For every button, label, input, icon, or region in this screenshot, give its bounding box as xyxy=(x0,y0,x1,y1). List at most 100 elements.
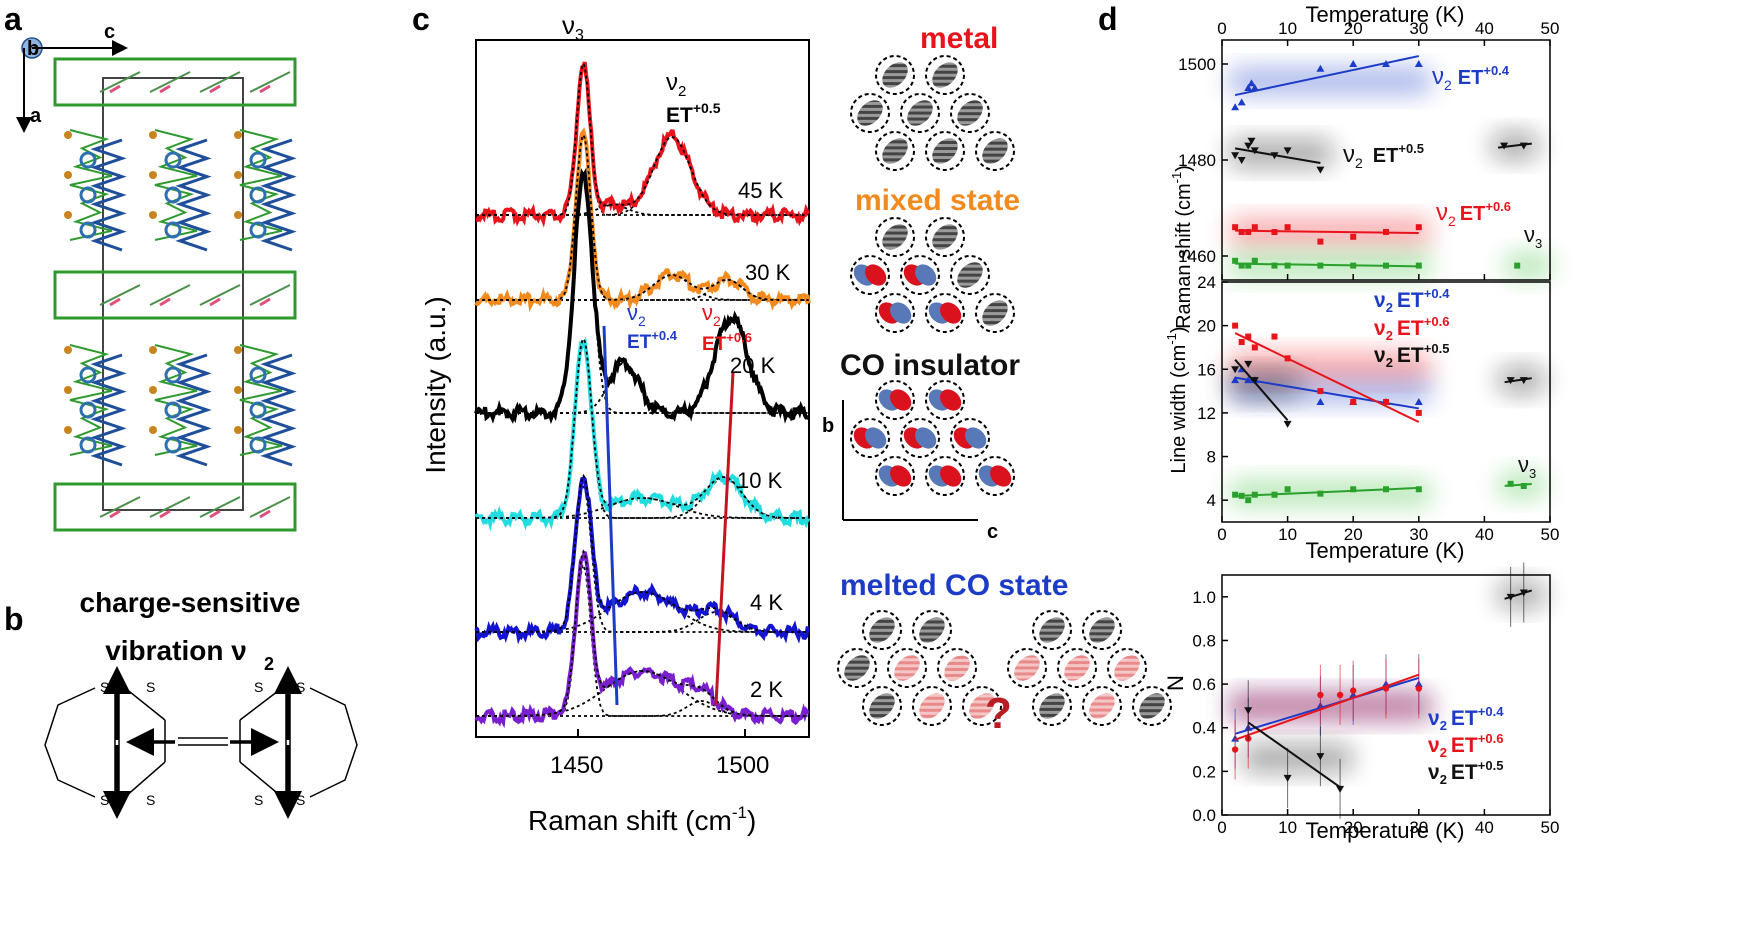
panel-b: b charge-sensitive vibration ν 2 S S S S… xyxy=(4,587,358,819)
raman-glow-far xyxy=(1503,251,1554,280)
anion-layer-box-top xyxy=(53,57,297,107)
raman-point xyxy=(1251,224,1258,231)
spectra-xlabel: Raman shift (cm-1) xyxy=(528,803,756,836)
n-ytick-label: 0.2 xyxy=(1192,762,1216,781)
terminal-atom xyxy=(64,386,72,394)
width-fit-line xyxy=(1235,486,1419,498)
raman-label-nu3: ν3 xyxy=(1524,222,1542,251)
sulfur-labels: S S S S S S S S xyxy=(100,679,305,808)
panel-c: c ν3 ν2 ET+0.5 ν2 ET+0.4 ν2 ET+0.6 45 K … xyxy=(412,1,811,836)
anion-chain xyxy=(249,284,291,306)
width-ytick-label: 20 xyxy=(1197,317,1216,336)
anion-atom xyxy=(259,509,271,519)
n-fit-line xyxy=(1234,673,1420,741)
n-frame xyxy=(1221,574,1551,816)
anion-chain xyxy=(199,71,241,93)
raman-fit-line xyxy=(1234,147,1321,165)
raman-point xyxy=(1283,147,1292,155)
melted-lattice-right-core xyxy=(1014,655,1040,681)
co-insulator-lattice-ring xyxy=(850,418,890,458)
terminal-atom xyxy=(234,171,242,179)
mixed-lattice-ring xyxy=(925,217,965,257)
melted-lattice-left-ring xyxy=(937,648,977,688)
raman-fit-line xyxy=(1235,229,1419,234)
anion-atom xyxy=(159,509,171,519)
anion-atom xyxy=(259,84,271,94)
co-insulator-lattice-lobe xyxy=(865,427,887,449)
co-insulator-lattice-ring xyxy=(950,418,990,458)
co-insulator-lattice-ring xyxy=(900,418,940,458)
n-point xyxy=(1231,746,1239,753)
raman-point xyxy=(1415,224,1422,231)
anion-atom xyxy=(209,297,221,307)
mixed-lattice-core xyxy=(932,224,958,250)
raman-point xyxy=(1316,64,1325,72)
anion-atom xyxy=(159,297,171,307)
raman-point xyxy=(1317,238,1324,245)
width-ytick-label: 24 xyxy=(1197,273,1216,292)
temperature-labels: 45 K 30 K 20 K 10 K 4 K 2 K xyxy=(730,178,791,702)
n-xtick-label: 0 xyxy=(1217,818,1226,837)
raman-point xyxy=(1250,84,1259,91)
width-point xyxy=(1231,366,1240,374)
width-point xyxy=(1284,486,1291,493)
nu2-et05-et: ET+0.5 xyxy=(666,100,721,127)
raman-point xyxy=(1247,79,1256,87)
n-point xyxy=(1336,691,1344,699)
anion-atom xyxy=(109,84,121,94)
fit-total-45k xyxy=(476,61,809,216)
nu2-et05-label: ν2 xyxy=(666,69,686,100)
width-point xyxy=(1520,483,1527,489)
terminal-atom xyxy=(64,211,72,219)
n-ytick-label: 1.0 xyxy=(1192,588,1216,607)
metal-lattice-core xyxy=(957,100,983,126)
et-chain-green xyxy=(239,344,283,456)
question-mark: ? xyxy=(985,689,1012,738)
co-insulator-lattice-ring xyxy=(875,380,915,420)
anion-chain xyxy=(149,284,191,306)
anion-atom xyxy=(209,84,221,94)
et-chain-blue xyxy=(175,138,212,252)
raman-point xyxy=(1237,98,1246,106)
et-chain-blue xyxy=(175,353,212,467)
raman-xtick-top-label: 20 xyxy=(1344,19,1363,38)
et-chain-green xyxy=(154,344,198,456)
co-insulator-lattice-ring xyxy=(925,456,965,496)
width-fit-line-far xyxy=(1504,483,1532,487)
terminal-atom xyxy=(149,131,157,139)
et-chain-blue xyxy=(260,138,297,252)
mixed-lattice-lobe xyxy=(940,302,962,324)
width-fit-line xyxy=(1234,359,1289,421)
s-atom: S xyxy=(146,679,155,695)
panel-d-letter: d xyxy=(1098,1,1118,37)
top-axis-label: Temperature (K) xyxy=(1306,2,1465,27)
raman-fit-line xyxy=(1235,262,1419,268)
n-ytick-label: 0.8 xyxy=(1192,631,1216,650)
width-point xyxy=(1350,486,1357,493)
mixed-lattice-ring xyxy=(875,217,915,257)
bottom-xaxis-label: Temperature (K) xyxy=(1306,818,1465,843)
sulfur-ring xyxy=(164,151,182,169)
metal-lattice-ring xyxy=(875,55,915,95)
et-chain-blue xyxy=(90,353,127,467)
s-atom: S xyxy=(296,792,305,808)
melted-lattice-right-core xyxy=(1039,693,1065,719)
width-point xyxy=(1271,333,1278,340)
panel-b-title-line1: charge-sensitive xyxy=(80,587,301,618)
width-xtick-label: 50 xyxy=(1541,525,1560,544)
et-chain-green xyxy=(69,129,113,241)
melted-lattice-right-ring xyxy=(1032,686,1072,726)
melted-lattice-right-core xyxy=(1039,617,1065,643)
width-point xyxy=(1231,376,1240,384)
anion-layer-box-middle xyxy=(53,270,297,320)
melted-lattice-left-ring xyxy=(837,648,877,688)
metal-lattice-core xyxy=(882,62,908,88)
melted-lattice-right-core xyxy=(1089,617,1115,643)
anion-atom xyxy=(109,297,121,307)
melted-lattice-right-ring xyxy=(1057,648,1097,688)
co-insulator-lattice-ring xyxy=(875,456,915,496)
width-point xyxy=(1316,398,1325,405)
n-fit-line-far xyxy=(1504,589,1533,600)
fit-total-2k xyxy=(476,549,809,717)
